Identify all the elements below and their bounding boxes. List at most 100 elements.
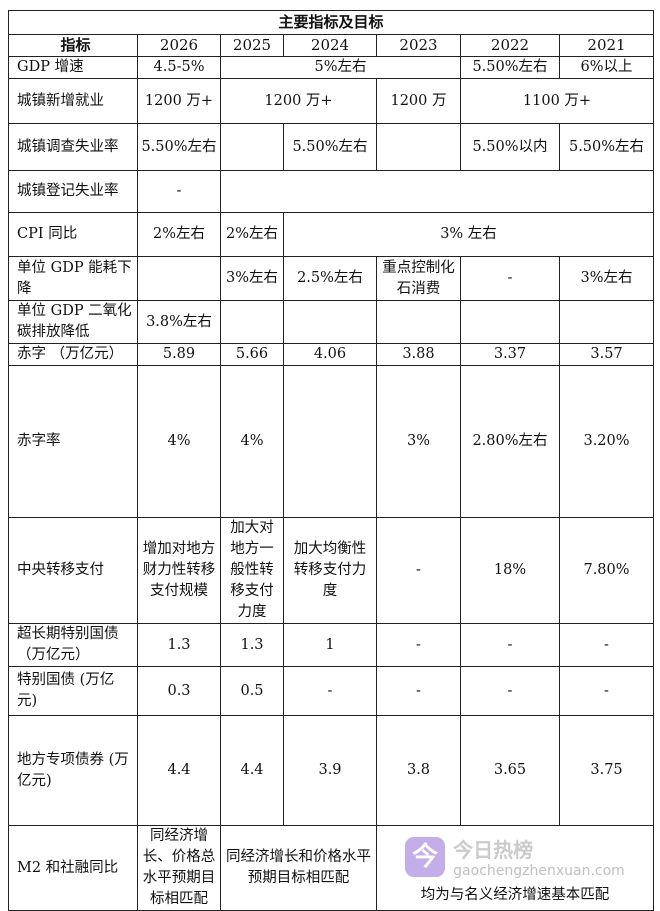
- column-header: 2024: [283, 34, 377, 57]
- table-cell: 4%: [220, 365, 284, 518]
- cell-text: 3%: [406, 433, 430, 449]
- table-cell: [219, 170, 655, 213]
- cell-text: 3.37: [493, 346, 527, 362]
- cell-text: 5.50%以内: [472, 138, 548, 155]
- table-cell: 1200 万+: [137, 78, 221, 124]
- column-header: 2021: [558, 34, 655, 57]
- cell-text: 1200 万: [390, 92, 447, 109]
- table-title: 主要指标及目标: [7, 10, 655, 35]
- table-cell: 重点控制化石消费: [376, 256, 461, 301]
- cell-text: 3.9: [318, 762, 342, 778]
- table-cell: 1200 万: [376, 78, 461, 124]
- table-cell: -: [376, 623, 461, 667]
- cell-text: 5.66: [235, 346, 269, 362]
- table-cell: 1.3: [220, 623, 284, 667]
- table-cell: 1.3: [137, 623, 221, 667]
- table-cell: 5.66: [220, 343, 284, 366]
- table-cell: -: [376, 517, 461, 624]
- cell-text: -: [327, 682, 333, 699]
- cell-text: -: [416, 636, 421, 653]
- cell-text: 18%: [493, 562, 527, 578]
- cell-text: 增加对地方财力性转移支付规模: [142, 541, 216, 599]
- cell-text: -: [507, 270, 513, 286]
- table-cell: -: [460, 623, 560, 667]
- table-cell: 1100 万+: [459, 78, 655, 124]
- table-cell: -: [558, 623, 655, 667]
- table-cell: 5%左右: [220, 56, 461, 79]
- cell-text: 3%左右: [580, 270, 633, 286]
- watermark-name: 今日热榜: [453, 838, 534, 862]
- cell-text: -: [176, 183, 182, 199]
- cell-text: 加大对地方一般性转移支付力度: [230, 520, 274, 620]
- table-cell: [376, 123, 461, 171]
- cell-text: 5.89: [162, 346, 196, 362]
- row-label: 中央转移支付: [8, 517, 138, 624]
- table-cell: 增加对地方财力性转移支付规模: [137, 517, 221, 624]
- table-cell: -: [558, 666, 655, 716]
- cell-text: 3%左右: [225, 270, 278, 286]
- cell-text: 1200 万+: [264, 92, 333, 109]
- cell-text: 4.4: [167, 762, 191, 778]
- table-cell: 3.37: [460, 343, 560, 366]
- row-label: 城镇新增就业: [8, 78, 138, 124]
- table-row: 地方专项债券 (万亿元) 4.4 4.4 3.9 3.8 3.65 3.75: [8, 715, 655, 826]
- table-cell: 3%: [376, 365, 461, 518]
- cell-text: 1100 万+: [522, 92, 592, 109]
- table-cell: 同经济增长、价格总水平预期目标相匹配: [137, 825, 221, 911]
- table-cell: 5.50%左右: [283, 123, 377, 171]
- row-label: 城镇调查失业率: [8, 123, 138, 171]
- cell-text: -: [507, 636, 513, 653]
- cell-text: 5.50%左右: [141, 138, 217, 155]
- table-cell: 1200 万+: [220, 78, 377, 124]
- cell-text: 3.8%左右: [146, 313, 212, 330]
- watermark-logo-icon: 今: [405, 836, 446, 877]
- table-cell: -: [137, 170, 221, 213]
- table-row: 城镇新增就业 1200 万+ 1200 万+ 1200 万 1100 万+: [8, 78, 655, 124]
- table-row: 赤字率 4% 4% 3% 2.80%左右 3.20%: [8, 365, 655, 518]
- table-cell: 0.5: [220, 666, 284, 716]
- table-cell: 加大均衡性转移支付力度: [283, 517, 377, 624]
- table-cell: 3.8%左右: [137, 300, 221, 344]
- cell-text: 3.88: [402, 346, 435, 362]
- cell-text: -: [604, 682, 609, 699]
- table-cell: 2.80%左右: [460, 365, 560, 518]
- table-cell: 4.4: [137, 715, 221, 826]
- table-cell: [558, 300, 655, 344]
- table-row: 单位 GDP 二氧化碳排放降低 3.8%左右: [8, 300, 655, 344]
- table-cell: 4.4: [220, 715, 284, 826]
- cell-text: -: [416, 682, 421, 699]
- cell-text: 重点控制化石消费: [382, 259, 455, 297]
- row-label: CPI 同比: [8, 212, 138, 257]
- table-cell: [283, 365, 377, 518]
- cell-text: 2.5%左右: [297, 270, 363, 286]
- table-cell: 5.50%左右: [558, 123, 655, 171]
- cell-text: -: [604, 636, 609, 653]
- row-label: 赤字 （万亿元）: [8, 343, 138, 366]
- cell-text: 3.65: [493, 762, 527, 778]
- cell-text: 3.57: [590, 346, 623, 362]
- cell-text: 加大均衡性转移支付力度: [293, 541, 367, 599]
- cell-text: 5.50%左右: [568, 138, 645, 155]
- cell-text: 3.20%: [583, 433, 630, 449]
- cell-text: 4%: [240, 433, 264, 449]
- table-cell: 5.89: [137, 343, 221, 366]
- cell-text: 4.5-5%: [153, 59, 205, 75]
- table-row: 超长期特别国债 （万亿元） 1.3 1.3 1 - - -: [8, 623, 655, 667]
- cell-text: 4%: [167, 433, 191, 449]
- table-cell: [137, 256, 221, 301]
- column-header: 2023: [376, 34, 461, 57]
- cell-text: 同经济增长和价格水平预期目标相匹配: [226, 849, 371, 886]
- column-header: 指标: [8, 34, 138, 57]
- table-cell: 3.57: [558, 343, 655, 366]
- table-cell: -: [376, 666, 461, 716]
- table-cell: 2%左右: [220, 212, 284, 257]
- cell-text: -: [507, 682, 513, 699]
- table-cell: 3.65: [460, 715, 560, 826]
- row-label: 单位 GDP 二氧化碳排放降低: [8, 300, 138, 344]
- cell-text: 7.80%: [583, 562, 630, 578]
- table-cell: 4%: [137, 365, 221, 518]
- column-header: 2022: [460, 34, 560, 57]
- table-row: 赤字 （万亿元） 5.89 5.66 4.06 3.88 3.37 3.57: [8, 343, 655, 366]
- table-row: 单位 GDP 能耗下降 3%左右 2.5%左右 重点控制化石消费 - 3%左右: [8, 256, 655, 301]
- cell-text: 1.3: [240, 636, 264, 653]
